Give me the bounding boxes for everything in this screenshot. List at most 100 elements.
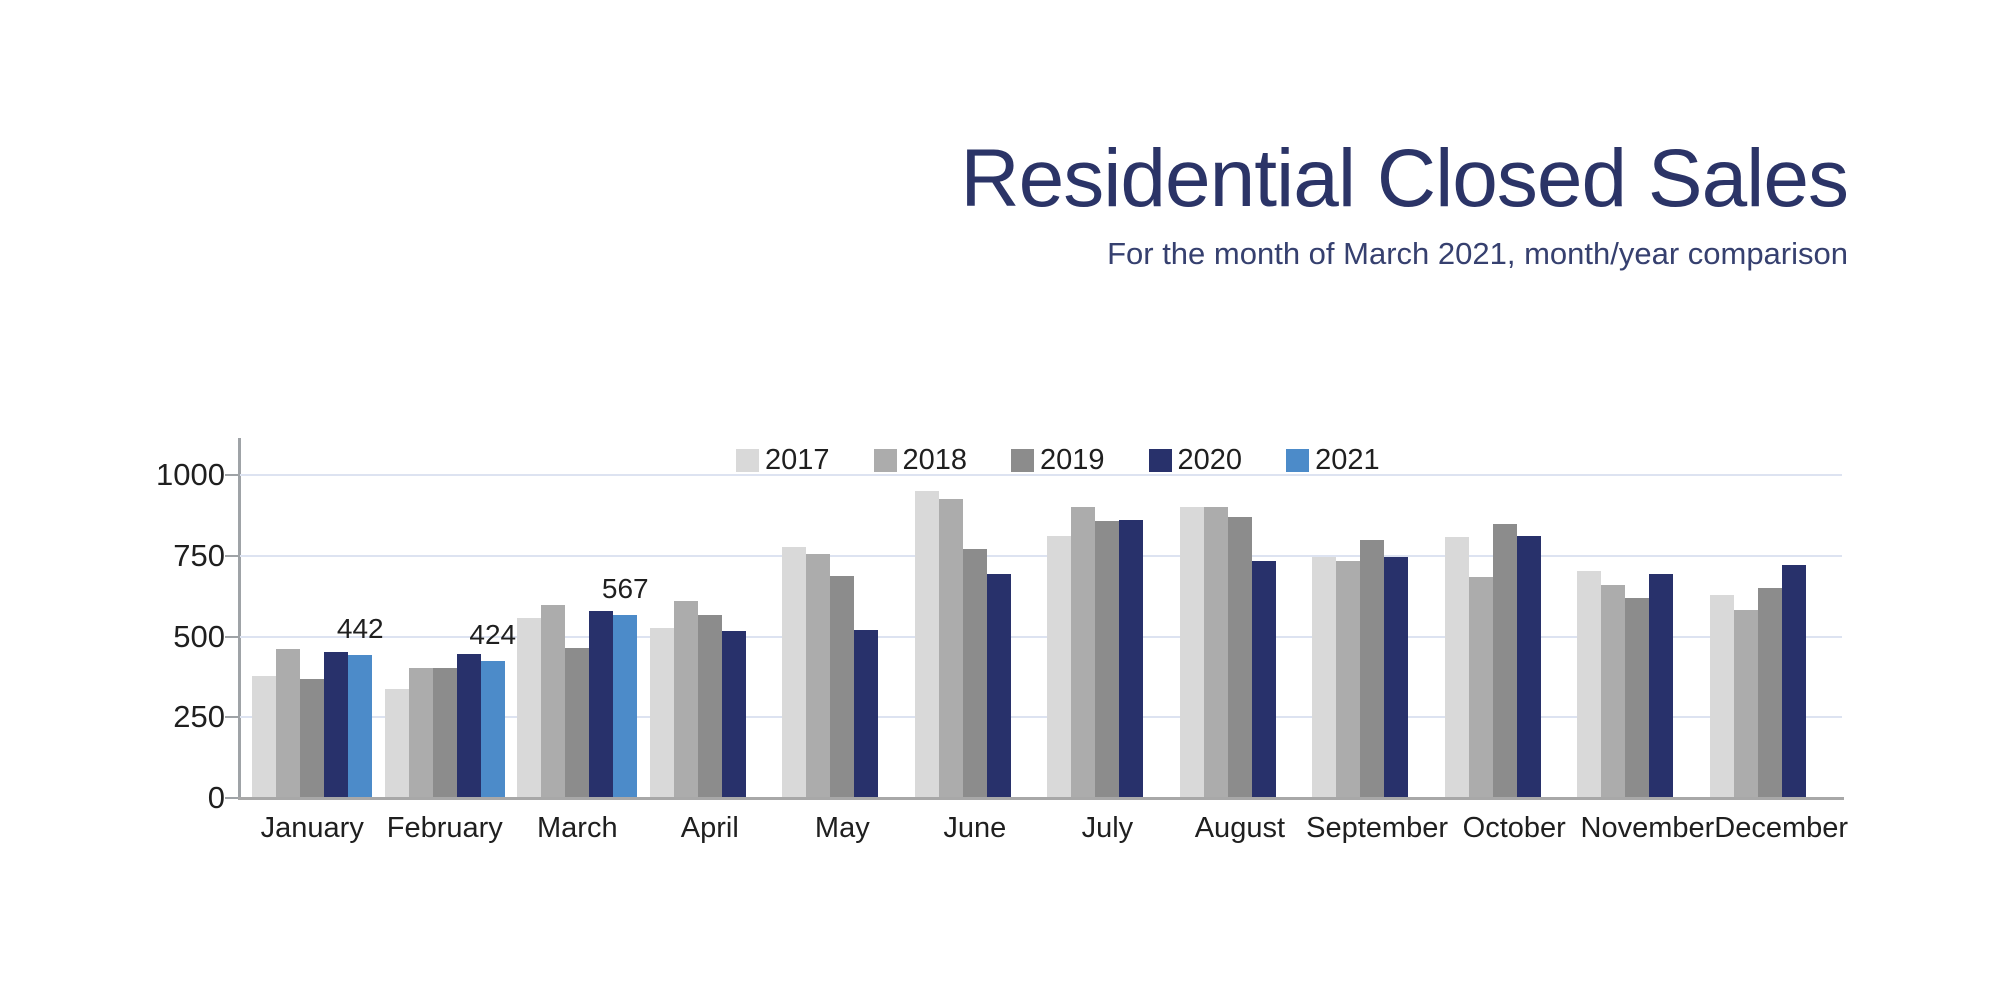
bar-group-april (644, 601, 777, 798)
bar-group-july (1041, 507, 1174, 798)
gridline-250 (240, 716, 1842, 719)
gridline-500 (240, 635, 1842, 638)
x-axis-label-july: July (1081, 812, 1134, 844)
x-axis-label-september: September (1306, 812, 1448, 844)
bars-container: 442 424 567 (240, 438, 1842, 798)
bar-2021-march (613, 614, 638, 798)
bar-slot-2018-august (1203, 507, 1228, 798)
bar-2019-september (1360, 540, 1385, 798)
bar-2017-july (1047, 536, 1072, 798)
bar-2021-february (480, 661, 505, 798)
bar-slot-2017-september (1312, 557, 1337, 798)
bar-slot-2018-december (1733, 609, 1758, 798)
legend-item-2021: 2021 (1286, 444, 1380, 477)
x-axis-label-march: March (537, 812, 618, 844)
bar-slot-2019-april (697, 615, 722, 798)
bar-group-june (909, 491, 1042, 798)
bar-slot-2021-january: 442 (337, 613, 384, 798)
legend-swatch-2020 (1148, 449, 1172, 472)
bar-slot-2019-september (1360, 540, 1385, 798)
plot-area: 442 424 567 (225, 438, 1844, 800)
bar-slot-2018-october (1468, 576, 1493, 798)
bar-2017-march (517, 618, 542, 798)
y-tick-1000 (225, 474, 238, 476)
y-axis-line (238, 438, 241, 798)
legend-swatch-2017 (736, 449, 759, 472)
bar-slot-2017-may (782, 546, 807, 798)
bar-2017-april (649, 628, 674, 798)
bar-slot-2017-august (1179, 507, 1204, 798)
bar-2019-april (697, 615, 722, 798)
value-label-march: 567 (601, 572, 649, 604)
bar-slot-2018-march (541, 604, 566, 798)
bar-2020-june (986, 573, 1011, 798)
bar-2019-december (1757, 588, 1782, 798)
x-axis-label-november: November (1580, 812, 1715, 844)
bar-2018-february (408, 667, 433, 798)
legend-label-2018: 2018 (902, 444, 968, 476)
y-tick-label-1000: 1000 (156, 457, 225, 492)
y-tick-500 (225, 635, 238, 638)
bar-2019-january (300, 678, 325, 798)
bar-2020-february (456, 654, 481, 798)
bar-2020-december (1781, 564, 1806, 798)
legend-item-2019: 2019 (1011, 444, 1105, 477)
bar-slot-2018-february (408, 667, 433, 798)
legend-label-2021: 2021 (1315, 444, 1380, 476)
chart-legend: 2017 2018 2019 2020 2021 (736, 444, 1380, 477)
bar-group-august (1174, 507, 1307, 798)
bar-2020-september (1384, 557, 1409, 798)
chart-subtitle: For the month of March 2021, month/year … (1107, 236, 1848, 271)
gridline-750 (240, 554, 1842, 557)
bar-2019-may (830, 576, 855, 798)
bar-slot-2019-august (1227, 517, 1252, 798)
x-axis-labels: January February March April May June July Augu… (240, 812, 1854, 845)
bar-slot-2018-april (673, 601, 698, 798)
x-axis-label-october: October (1462, 812, 1566, 844)
y-tick-label-0: 0 (207, 780, 225, 815)
bar-slot-2019-june (962, 549, 987, 798)
bar-2020-november (1649, 574, 1674, 798)
bar-group-september (1306, 540, 1439, 798)
legend-item-2020: 2020 (1148, 444, 1242, 477)
bar-slot-2020-march (589, 610, 614, 798)
y-tick-label-750: 750 (173, 537, 225, 573)
bar-group-may (776, 546, 909, 798)
legend-label-2019: 2019 (1040, 444, 1105, 476)
bar-slot-2020-january (324, 652, 349, 798)
x-axis-label-june: June (943, 812, 1007, 844)
bar-2020-july (1119, 520, 1144, 798)
bar-2018-december (1733, 609, 1758, 798)
bar-slot-2018-july (1071, 507, 1096, 798)
bar-2018-november (1601, 584, 1626, 798)
bar-slot-2017-june (914, 491, 939, 798)
bar-slot-2020-april (721, 631, 746, 798)
y-tick-label-500: 500 (173, 618, 225, 654)
bar-slot-2018-january (276, 648, 301, 798)
bar-slot-2018-june (938, 499, 963, 798)
bar-slot-2019-may (830, 576, 855, 798)
bar-2020-march (589, 610, 614, 798)
bar-2018-march (541, 604, 566, 798)
y-tick-label-250: 250 (173, 699, 225, 735)
bar-2017-december (1709, 595, 1734, 798)
x-axis-label-february: February (386, 812, 503, 844)
bar-2018-june (938, 499, 963, 798)
bar-2019-august (1227, 517, 1252, 798)
bar-slot-2019-july (1095, 520, 1120, 798)
y-tick-750 (225, 554, 238, 557)
x-axis-label-april: April (680, 812, 739, 844)
bar-slot-2020-august (1251, 560, 1276, 798)
bar-group-february: 424 (379, 619, 516, 798)
bar-2017-may (782, 546, 807, 798)
bar-2020-august (1251, 560, 1276, 798)
bar-slot-2020-october (1516, 536, 1541, 798)
legend-swatch-2021 (1286, 449, 1310, 472)
value-label-february: 424 (469, 619, 517, 651)
bar-2017-september (1312, 557, 1337, 798)
bar-2018-january (276, 648, 301, 798)
bar-slot-2017-february (384, 688, 409, 798)
bar-slot-2017-october (1444, 537, 1469, 798)
x-axis-label-january: January (260, 812, 364, 844)
